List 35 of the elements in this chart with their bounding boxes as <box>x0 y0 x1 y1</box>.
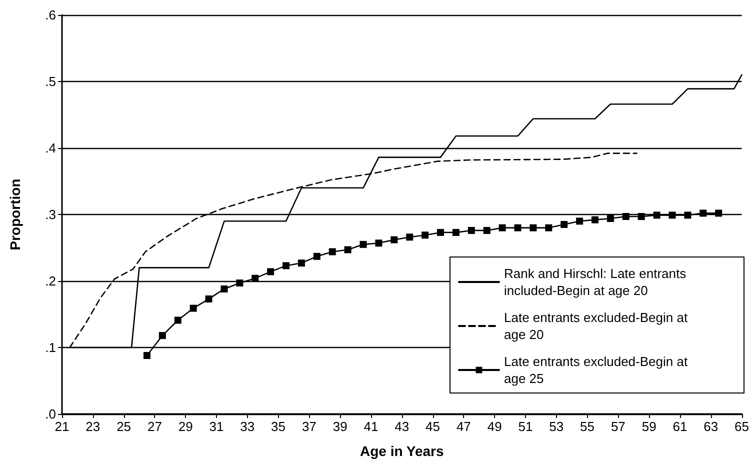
x-tick-label: 63 <box>704 419 718 434</box>
x-tick-label: 23 <box>86 419 100 434</box>
x-tick-label: 59 <box>642 419 656 434</box>
x-tick-label: 43 <box>394 419 410 434</box>
x-tick-label: 47 <box>456 419 471 434</box>
x-tick-label: 45 <box>426 419 440 434</box>
x-tick-label: 35 <box>271 419 286 434</box>
y-tick-label: .3 <box>45 207 56 222</box>
x-tick-label: 61 <box>672 419 688 434</box>
y-tick-label: .0 <box>45 406 56 422</box>
y-tick-label: .4 <box>45 140 56 156</box>
x-tick-label: 65 <box>734 419 750 434</box>
x-tick-label: 53 <box>549 419 564 434</box>
y-tick-label: .2 <box>45 274 56 288</box>
x-tick-label: 39 <box>332 419 348 434</box>
y-axis-title: Proportion <box>7 178 23 250</box>
x-tick-label: 41 <box>364 419 378 434</box>
x-tick-label: 27 <box>147 419 162 434</box>
x-tick-label: 21 <box>54 419 70 434</box>
x-tick-label: 31 <box>209 419 224 434</box>
y-tick-label: .6 <box>45 8 56 22</box>
x-tick-label: 33 <box>240 419 255 434</box>
x-tick-label: 51 <box>518 419 533 434</box>
x-tick-label: 55 <box>580 419 595 434</box>
y-tick-label: .1 <box>45 340 56 355</box>
x-tick-label: 25 <box>116 419 132 434</box>
x-tick-label: 29 <box>178 419 193 434</box>
x-tick-label: 49 <box>487 419 502 434</box>
x-tick-label: 57 <box>610 419 626 434</box>
legend-label: Late entrants excluded-Begin at age 20 <box>504 310 692 342</box>
legend-label: Late entrants excluded-Begin at age 25 <box>504 354 692 386</box>
y-tick-label: .5 <box>45 74 56 89</box>
x-tick-label: 37 <box>302 419 316 434</box>
legend-label: Rank and Hirschl: Late entrants included-Begin at age 20 <box>504 266 690 298</box>
x-axis-title: Age in Years <box>360 443 444 459</box>
